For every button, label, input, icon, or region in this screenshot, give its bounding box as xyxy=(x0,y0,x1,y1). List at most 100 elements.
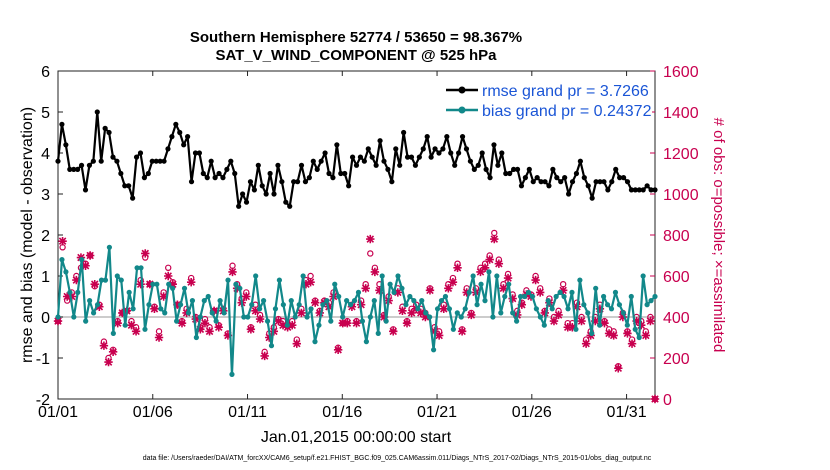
rmse-point xyxy=(463,146,470,152)
obs-possible-marker xyxy=(601,317,608,325)
bias-point xyxy=(474,302,480,308)
bias-point xyxy=(454,310,460,316)
bias-point xyxy=(430,347,437,353)
bias-point xyxy=(529,293,536,300)
rmse-point xyxy=(589,195,595,201)
rmse-point xyxy=(338,170,344,177)
y-axis-label: rmse and bias (model - observation) xyxy=(19,107,36,363)
y2-axis-label: # of obs: o=possible; ×=assimilated xyxy=(710,118,727,353)
obs-possible-marker xyxy=(628,336,636,343)
rmse-point xyxy=(436,150,442,156)
rmse-point xyxy=(251,187,257,193)
y2-tick-label: 1600 xyxy=(663,64,699,81)
obs-possible-marker xyxy=(229,262,236,269)
bias-point xyxy=(383,318,389,324)
bias-point xyxy=(344,298,350,304)
bias-point xyxy=(387,281,393,287)
bias-point xyxy=(272,306,279,312)
obs-assimilated-marker xyxy=(398,306,407,316)
rmse-point xyxy=(530,179,536,185)
rmse-point xyxy=(314,166,320,172)
rmse-point xyxy=(459,134,466,140)
bias-point xyxy=(399,285,405,291)
bias-point xyxy=(351,298,358,304)
y-tick-label: 6 xyxy=(41,64,50,81)
obs-assimilated-marker xyxy=(499,284,508,293)
bias-point xyxy=(533,306,539,312)
rmse-point xyxy=(216,170,222,177)
bias-point xyxy=(442,293,449,300)
obs-assimilated-marker xyxy=(508,294,517,303)
obs-assimilated-marker xyxy=(393,288,403,297)
bias-point xyxy=(134,265,140,271)
obs-assimilated-marker xyxy=(439,304,448,313)
obs-possible-marker xyxy=(86,252,94,259)
rmse-point xyxy=(632,187,638,193)
obs-assimilated-marker xyxy=(485,255,494,264)
obs-assimilated-marker xyxy=(637,321,646,330)
obs-possible-marker xyxy=(435,328,443,335)
obs-possible-marker xyxy=(445,281,452,288)
bias-point xyxy=(375,330,381,336)
obs-possible-marker xyxy=(477,264,484,271)
rmse-point xyxy=(487,175,493,181)
bias-point xyxy=(573,326,579,332)
rmse-point xyxy=(640,187,646,193)
rmse-point xyxy=(165,146,171,152)
bias-point xyxy=(209,310,215,316)
obs-assimilated-marker xyxy=(145,280,155,289)
rmse-point xyxy=(365,146,371,152)
bias-point xyxy=(312,339,318,345)
obs-assimilated-marker xyxy=(127,321,136,330)
bias-point xyxy=(276,277,283,283)
y2-tick-label: 0 xyxy=(663,392,672,409)
rmse-point xyxy=(275,162,281,168)
obs-assimilated-marker xyxy=(632,316,641,326)
bias-point xyxy=(201,298,207,304)
bias-point xyxy=(363,339,369,345)
obs-assimilated-marker xyxy=(251,306,260,316)
y2-tick-label: 200 xyxy=(663,351,690,368)
bias-point xyxy=(612,289,619,295)
obs-assimilated-marker xyxy=(297,308,306,318)
obs-possible-marker xyxy=(440,301,447,308)
bias-point xyxy=(55,314,61,320)
rmse-point xyxy=(149,158,155,164)
obs-assimilated-marker xyxy=(255,314,265,324)
bias-point xyxy=(75,289,81,295)
rmse-point xyxy=(475,162,481,168)
obs-possible-marker xyxy=(532,272,539,280)
bias-point xyxy=(371,298,377,304)
bias-point xyxy=(482,298,488,304)
bias-point xyxy=(597,322,603,328)
rmse-point xyxy=(239,191,246,197)
obs-possible-marker xyxy=(132,324,140,331)
obs-assimilated-marker xyxy=(581,339,591,348)
rmse-point xyxy=(538,179,544,185)
x-tick-label: 01/26 xyxy=(512,404,552,421)
obs-assimilated-marker xyxy=(494,259,504,268)
rmse-point xyxy=(511,166,517,172)
rmse-point xyxy=(59,121,65,127)
obs-possible-marker xyxy=(454,260,461,267)
bias-point xyxy=(628,293,634,300)
obs-assimilated-marker xyxy=(641,331,651,340)
bias-point xyxy=(150,281,156,287)
obs-assimilated-marker xyxy=(164,271,173,281)
bias-point xyxy=(260,298,267,304)
obs-assimilated-marker xyxy=(118,308,127,318)
obs-assimilated-marker xyxy=(232,284,242,293)
bias-point xyxy=(577,277,583,283)
rmse-point xyxy=(471,166,477,172)
rmse-point xyxy=(334,142,340,148)
bias-point xyxy=(521,293,528,300)
rmse-point xyxy=(408,154,415,160)
obs-assimilated-marker xyxy=(453,263,462,272)
obs-possible-marker xyxy=(362,281,369,288)
bias-point xyxy=(601,293,607,300)
rmse-point xyxy=(452,162,458,168)
rmse-point xyxy=(192,150,199,156)
footnote: data file: /Users/raeder/DAI/ATM_forcXX/… xyxy=(143,455,652,462)
rmse-point xyxy=(483,166,489,172)
obs-assimilated-marker xyxy=(154,333,164,342)
